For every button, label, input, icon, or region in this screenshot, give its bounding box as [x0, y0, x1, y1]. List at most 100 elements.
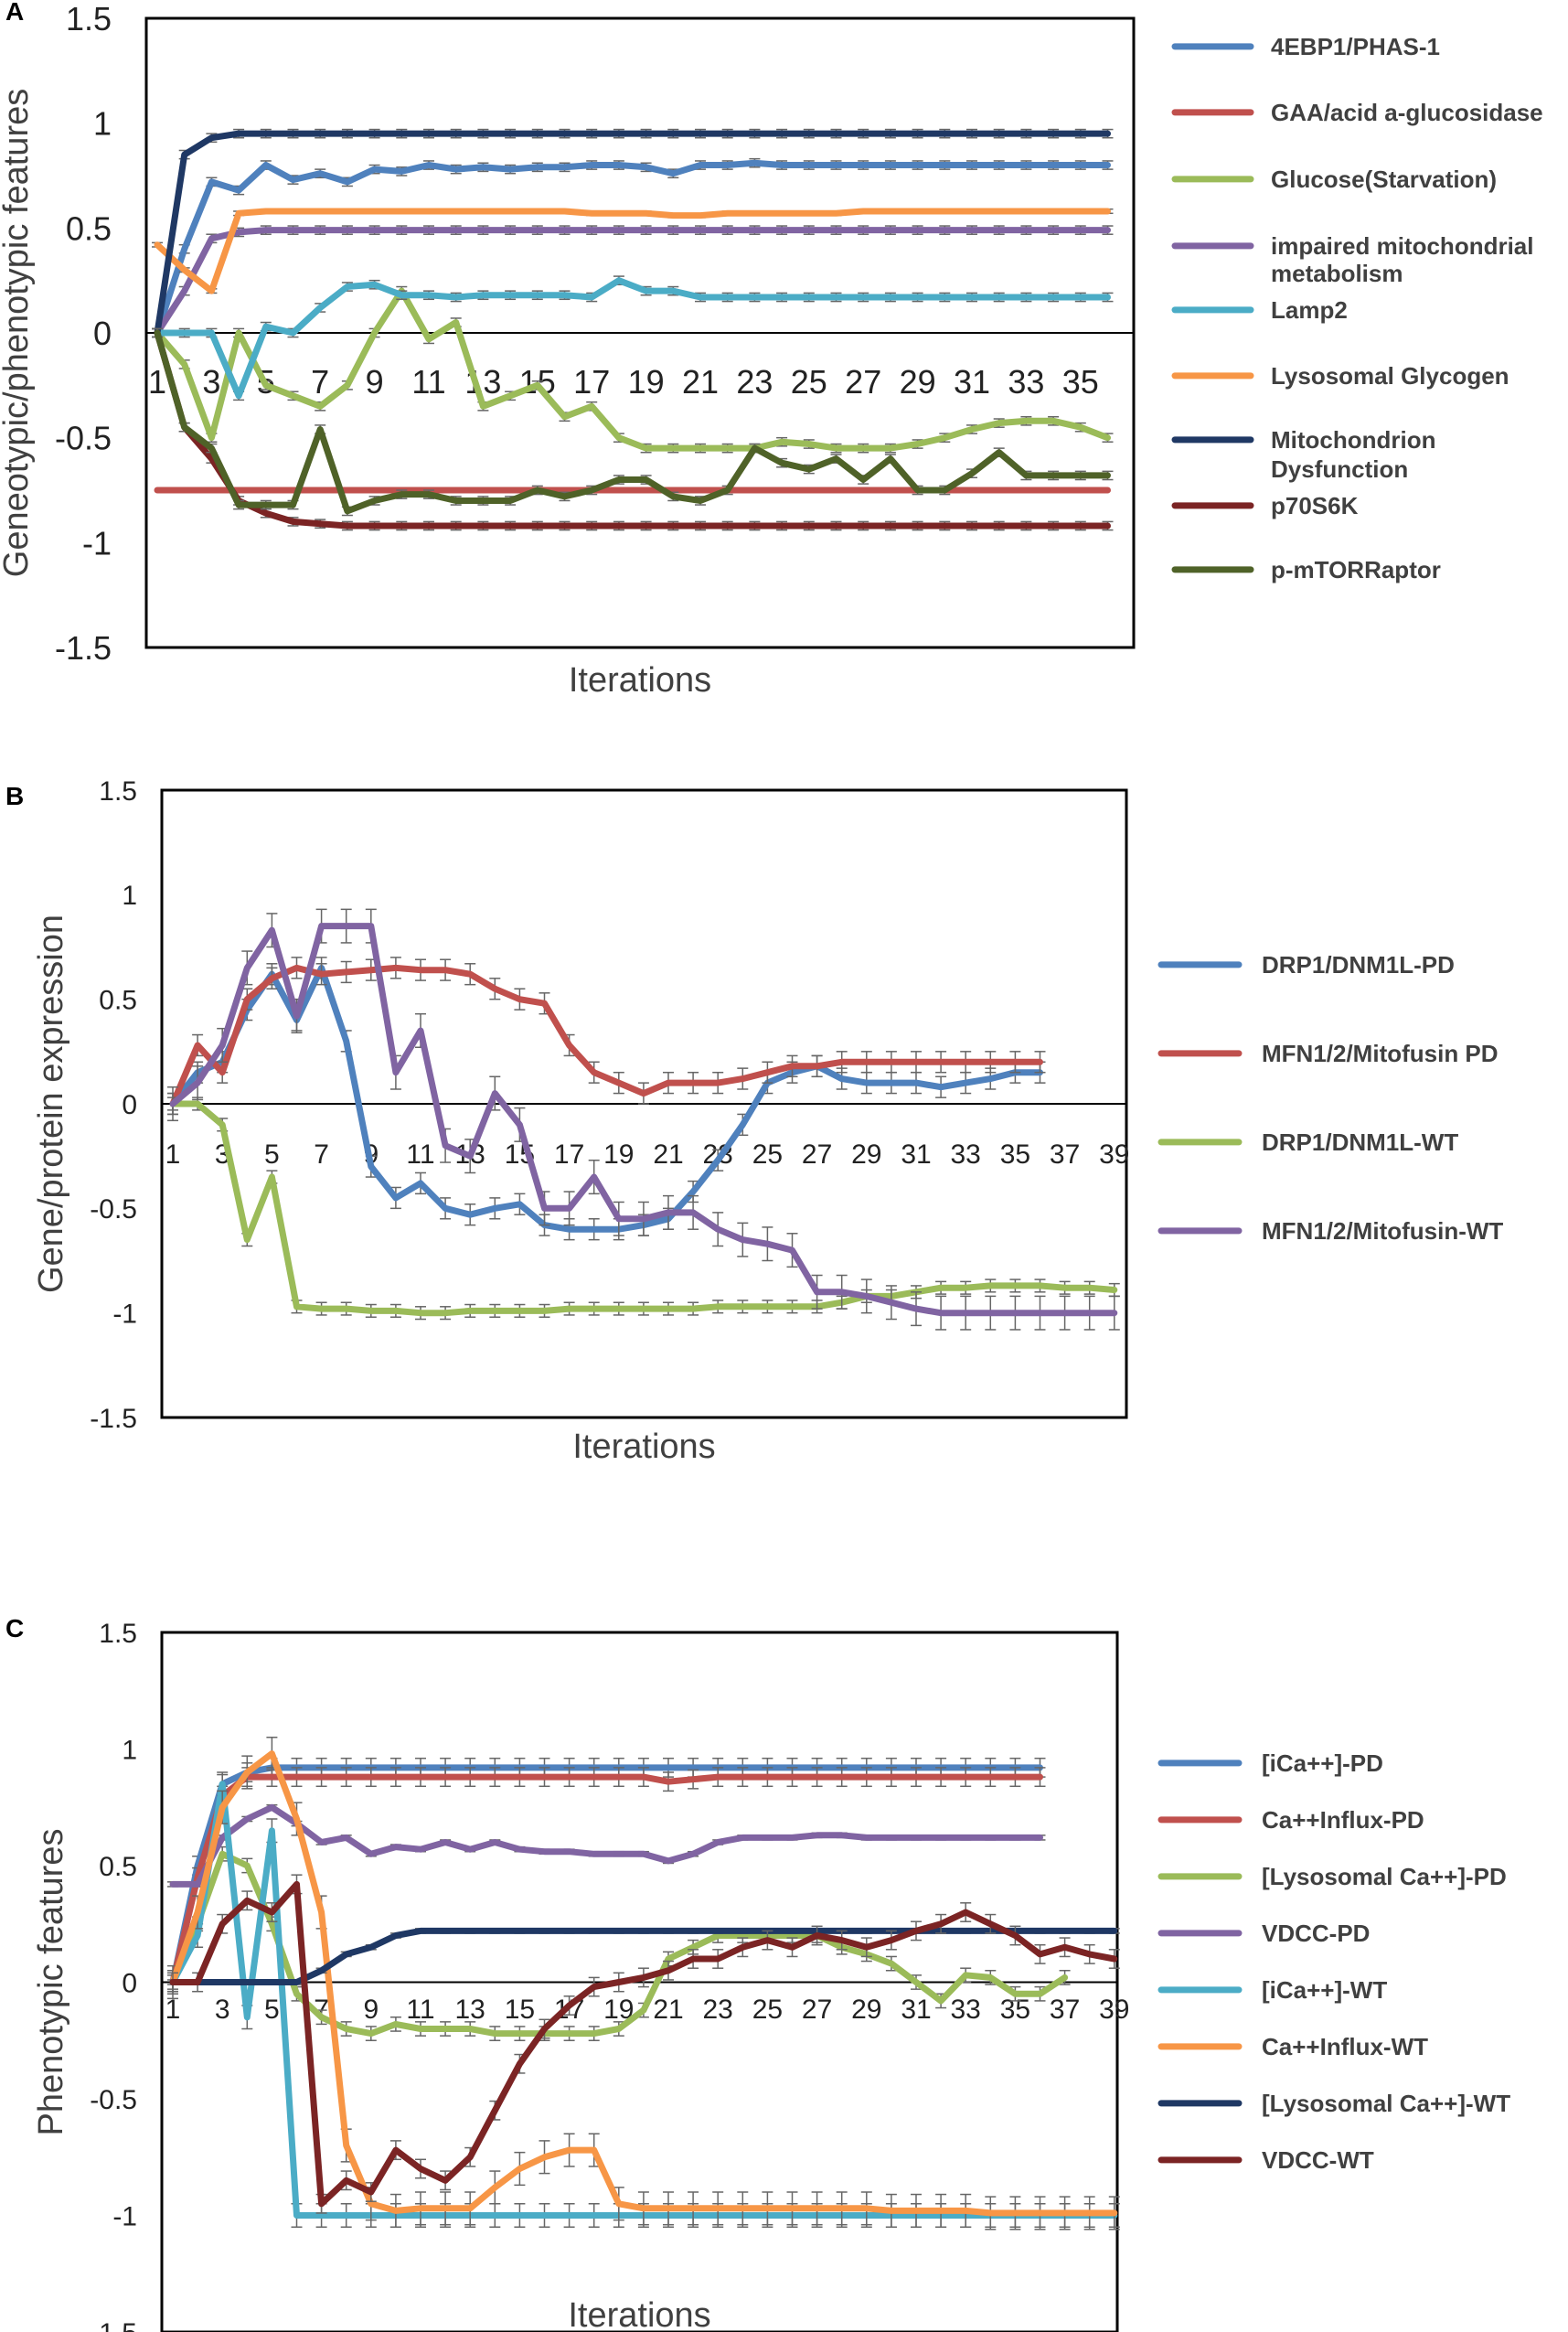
legend-label: [Lysosomal Ca++]-WT: [1262, 2090, 1510, 2117]
x-tick-label: 31: [901, 1995, 931, 2025]
panel-b: B-1.5-1-0.500.511.51 3 5 7 9 11 13 15 17 19 21 23 25…: [5, 776, 1503, 1466]
legend-label: 4EBP1/PHAS-1: [1271, 33, 1440, 60]
x-tick-label: 5: [264, 1995, 280, 2025]
legend-label: Lysosomal Glycogen: [1271, 362, 1509, 390]
legend-item-glucose-starvation: Glucose(Starvation): [1171, 166, 1497, 193]
y-tick-label: 0: [122, 1968, 137, 1998]
legend-item-impaired-mitochondrial-metabolism: impaired mitochondrial metabolism: [1171, 232, 1534, 287]
series-line: [154, 329, 1111, 515]
y-tick-label: -0.5: [90, 2085, 137, 2115]
series-line: [154, 208, 1111, 294]
y-tick-label: -1.5: [90, 2318, 137, 2332]
legend-label: Lamp2: [1271, 296, 1348, 324]
y-tick-label: 1.5: [99, 1619, 137, 1649]
legend-label: VDCC-WT: [1262, 2146, 1374, 2174]
x-tick-label: 27: [802, 1139, 832, 1170]
series-line: [154, 277, 1111, 400]
legend-label: [iCa++]-WT: [1262, 1976, 1387, 2004]
x-tick-label: 35: [1062, 363, 1099, 401]
series-mfn1-2-mitofusin-wt: [167, 908, 1120, 1331]
y-axis-title: Geneotypic/phenotypic features: [0, 89, 36, 577]
legend-label: Ca++Influx-WT: [1262, 2033, 1428, 2060]
x-tick-label: 27: [802, 1995, 832, 2025]
y-tick-label: 0: [93, 315, 112, 352]
x-tick-label: 33: [1008, 363, 1044, 401]
legend-label: [iCa++]-PD: [1262, 1749, 1383, 1777]
legend-label: VDCC-PD: [1262, 1920, 1370, 1947]
series-line: [169, 1100, 1118, 1317]
x-tick-label: 21: [653, 1995, 683, 2025]
x-tick-label: 9: [363, 1995, 379, 2025]
legend-item-lysosomal-ca-wt: [Lysosomal Ca++]-WT: [1157, 2090, 1510, 2117]
legend-item-lysosomal-ca-pd: [Lysosomal Ca++]-PD: [1157, 1863, 1507, 1890]
legend: DRP1/DNM1L-PD MFN1/2/Mitofusin PD DRP1/DNM…: [1157, 951, 1503, 1245]
legend-item-mitochondrion-dysfunction: Mitochondrion Dysfunction: [1171, 426, 1436, 483]
legend-item-vdcc-pd: VDCC-PD: [1157, 1920, 1370, 1947]
y-tick-label: 0.5: [66, 209, 112, 247]
y-tick-label: 1.5: [66, 0, 112, 37]
series-lysosomal-glycogen: [152, 208, 1114, 294]
x-tick-label: 37: [1050, 1995, 1080, 2025]
legend-item-vdcc-wt: VDCC-WT: [1157, 2146, 1374, 2174]
legend: [iCa++]-PD Ca++Influx-PD [Lysosomal Ca++]-…: [1157, 1749, 1510, 2174]
x-tick-label: 39: [1099, 1995, 1129, 2025]
x-tick-label: 17: [573, 363, 610, 401]
y-tick-label: -1.5: [90, 1404, 137, 1434]
series-line: [169, 1773, 1043, 1985]
x-tick-label: 25: [791, 363, 827, 401]
legend-item-ica-wt: [iCa++]-WT: [1157, 1976, 1387, 2004]
series-vdcc-wt: [167, 1874, 1120, 2214]
y-tick-label: 1.5: [99, 776, 137, 807]
x-tick-label: 39: [1099, 1139, 1129, 1170]
y-axis-title: Gene/protein expression: [32, 915, 70, 1293]
series-line: [169, 964, 1043, 1233]
legend-label: DRP1/DNM1L-PD: [1262, 951, 1455, 979]
series-ca-influx-pd: [167, 1767, 1046, 1993]
x-tick-label: 25: [752, 1139, 783, 1170]
x-tick-label: 17: [554, 1139, 584, 1170]
series-line: [169, 1803, 1043, 1888]
x-tick-label: 25: [752, 1995, 783, 2025]
series-line: [154, 227, 1111, 337]
x-tick-label: 11: [406, 1995, 434, 2025]
series-line: [169, 1850, 1069, 2038]
x-tick-label: 3: [215, 1995, 230, 2025]
series-line: [154, 329, 1111, 530]
y-tick-label: 0.5: [99, 985, 137, 1015]
x-axis-title: Iterations: [572, 1428, 715, 1466]
legend-label: impaired mitochondrial metabolism: [1271, 232, 1534, 287]
x-axis-title: Iterations: [569, 661, 711, 700]
series-4ebp1-phas-1: [152, 157, 1114, 338]
y-tick-label: 1: [93, 105, 112, 143]
y-tick-label: 1: [122, 1735, 137, 1765]
y-tick-label: -1.5: [55, 629, 112, 667]
y-tick-label: 1: [122, 881, 137, 911]
x-tick-label: 1: [165, 1139, 181, 1170]
y-tick-label: -0.5: [90, 1194, 137, 1225]
series-line: [169, 923, 1118, 1317]
series-line: [169, 1880, 1118, 2208]
legend-label: Ca++Influx-PD: [1262, 1806, 1424, 1834]
legend-label: GAA/acid a-glucosidase: [1271, 99, 1543, 126]
legend-label: Mitochondrion Dysfunction: [1271, 426, 1436, 483]
legend-item-gaa-acid-a-glucosidase: GAA/acid a-glucosidase: [1171, 99, 1543, 126]
legend-item-lamp2: Lamp2: [1171, 296, 1348, 324]
y-tick-label: 0: [122, 1090, 137, 1120]
x-tick-label: 29: [851, 1995, 881, 2025]
series-line: [154, 130, 1111, 337]
x-tick-label: 3: [202, 363, 220, 401]
panel-label: C: [5, 1614, 24, 1642]
y-tick-label: 0.5: [99, 1852, 137, 1882]
x-tick-label: 23: [736, 363, 773, 401]
series-impaired-mitochondrial-metabolism: [152, 225, 1114, 338]
series-line: [169, 1927, 1118, 1985]
x-tick-label: 35: [1000, 1139, 1030, 1170]
legend-label: p-mTORRaptor: [1271, 556, 1441, 583]
x-tick-label: 33: [951, 1139, 981, 1170]
legend-label: p70S6K: [1271, 492, 1359, 519]
series-lamp2: [152, 275, 1114, 401]
legend-label: DRP1/DNM1L-WT: [1262, 1129, 1458, 1156]
legend-label: [Lysosomal Ca++]-PD: [1262, 1863, 1507, 1890]
series-mfn1-2-mitofusin-pd: [167, 957, 1046, 1116]
legend-label: MFN1/2/Mitofusin-WT: [1262, 1217, 1503, 1245]
